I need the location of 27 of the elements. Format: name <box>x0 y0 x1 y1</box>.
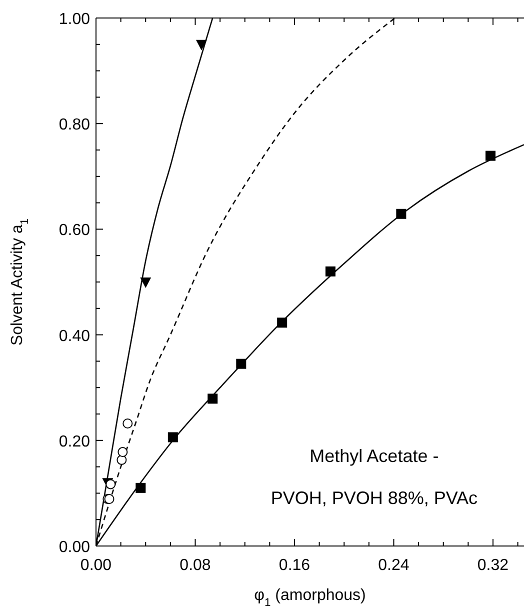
point <box>277 318 288 328</box>
y-tick-label: 0.60 <box>58 222 90 240</box>
y-tick-label: 0.20 <box>58 433 90 450</box>
point <box>208 394 218 404</box>
y-tick-label: 0.40 <box>58 328 90 345</box>
point <box>196 40 207 50</box>
annotation: PVOH, PVOH 88%, PVAc <box>270 488 478 508</box>
point <box>106 479 116 490</box>
point <box>486 150 496 161</box>
x-axis-title: φ$_{1}$ (amorphous) <box>254 587 366 606</box>
x-tick-label: 0.08 <box>180 557 211 574</box>
x-tick-label: 0.32 <box>477 557 509 574</box>
point <box>118 447 128 458</box>
point <box>136 482 146 493</box>
point <box>168 432 178 442</box>
x-tick-label: 0.00 <box>80 557 112 574</box>
y-tick-label: 1.00 <box>58 11 90 28</box>
y-tick-label: 0.80 <box>58 116 90 134</box>
y-tick-label: 0.00 <box>58 539 90 556</box>
point <box>236 358 246 369</box>
x-tick-label: 0.24 <box>378 557 410 574</box>
point <box>325 266 336 276</box>
point <box>140 278 152 288</box>
x-tick-label: 0.16 <box>278 557 310 574</box>
point <box>396 208 406 219</box>
point <box>122 418 133 429</box>
annotation: Methyl Acetate - <box>310 446 439 466</box>
